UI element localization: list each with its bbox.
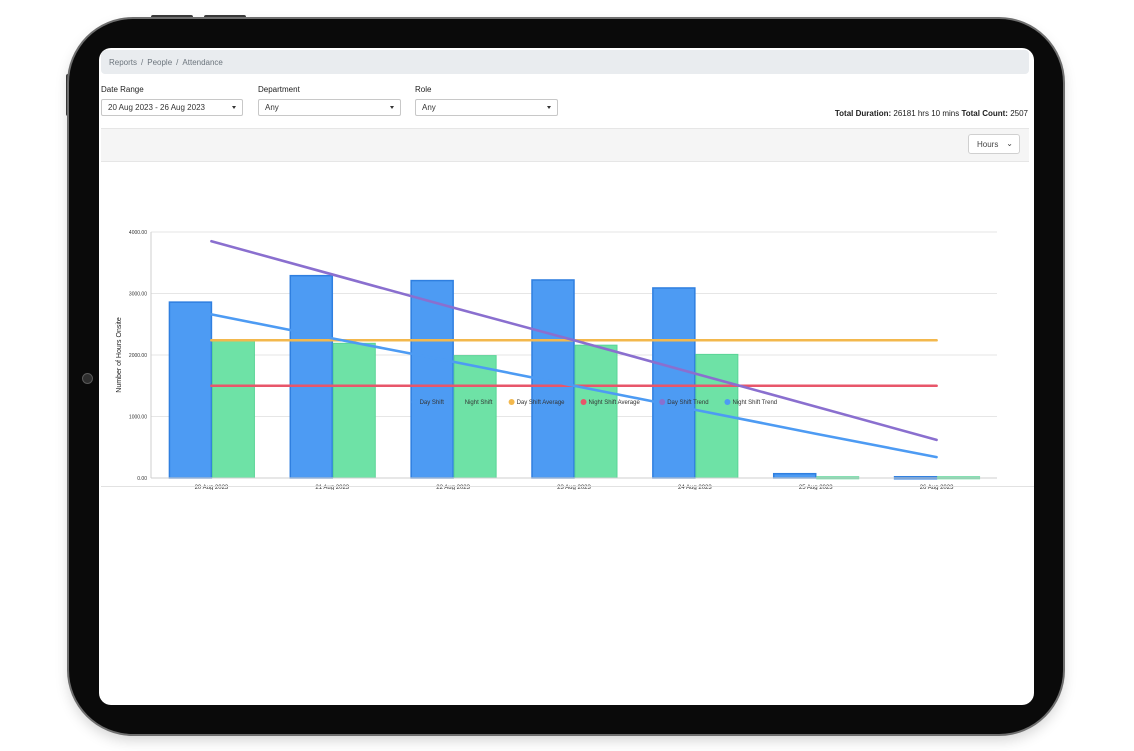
y-tick-label: 2000.00: [129, 353, 147, 359]
caret-down-icon: [232, 106, 236, 109]
breadcrumb-attendance: Attendance: [182, 57, 223, 67]
bar-day-shift: [168, 301, 213, 479]
legend-label: Day Shift Trend: [667, 400, 708, 406]
total-count-label: Total Count:: [961, 109, 1008, 118]
total-duration-label: Total Duration:: [834, 109, 892, 118]
role-label: Role: [415, 85, 432, 94]
breadcrumb-separator: /: [141, 57, 144, 67]
department-label: Department: [258, 85, 300, 94]
y-tick-label: 4000.00: [129, 230, 147, 236]
breadcrumb-separator: /: [176, 57, 179, 67]
caret-down-icon: [547, 106, 551, 109]
legend-label: Night Shift: [465, 400, 493, 406]
legend-marker: [659, 399, 666, 405]
chart-toolbar: Hours ⌄: [101, 128, 1029, 162]
units-select[interactable]: Hours ⌄: [968, 134, 1020, 154]
line-night-shift-trend: [210, 313, 938, 459]
y-tick-label: 3000.00: [129, 292, 147, 298]
chevron-down-icon: ⌄: [1006, 139, 1013, 148]
x-tick-label: 25 Aug 2023: [799, 485, 833, 490]
date-range-select[interactable]: 20 Aug 2023 - 26 Aug 2023: [101, 99, 243, 116]
x-tick-label: 22 Aug 2023: [436, 485, 470, 490]
units-value: Hours: [977, 139, 999, 149]
legend-marker: [580, 399, 587, 405]
legend-label: Day Shift Average: [517, 400, 566, 406]
x-tick-label: 23 Aug 2023: [557, 485, 591, 490]
legend-marker: [411, 399, 418, 405]
breadcrumb: Reports / People / Attendance: [101, 50, 1029, 74]
date-range-value: 20 Aug 2023 - 26 Aug 2023: [108, 103, 205, 112]
bar-night-shift: [453, 355, 497, 479]
bar-day-shift: [289, 274, 334, 479]
x-tick-label: 26 Aug 2023: [920, 485, 954, 490]
legend-marker: [724, 399, 731, 405]
bar-day-shift: [410, 279, 454, 479]
bar-night-shift: [211, 340, 255, 479]
x-tick-label: 24 Aug 2023: [678, 485, 712, 490]
role-value: Any: [422, 103, 436, 112]
bar-day-shift: [772, 472, 817, 479]
screen: Reports / People / Attendance Date Range…: [99, 48, 1034, 705]
legend-label: Night Shift Average: [589, 400, 641, 406]
attendance-chart: 0.00 1000.00 2000.00 3000.00 4000.00 Number o…: [116, 230, 997, 490]
bar-night-shift: [332, 342, 376, 479]
legend-label: Night Shift Trend: [732, 400, 777, 406]
totals-summary: Total Duration: 26181 hrs 10 mins Total …: [835, 109, 1028, 118]
bar-day-shift: [652, 287, 696, 479]
y-tick-label: 0.00: [137, 476, 147, 482]
bar-night-shift: [574, 344, 618, 479]
line-day-shift-trend: [210, 239, 938, 442]
department-value: Any: [265, 103, 279, 112]
department-select[interactable]: Any: [258, 99, 401, 116]
total-count-value: 2507: [1010, 109, 1028, 118]
y-tick-label: 1000.00: [129, 415, 147, 421]
breadcrumb-reports[interactable]: Reports: [109, 57, 138, 67]
legend-marker: [508, 399, 515, 405]
x-tick-label: 21 Aug 2023: [315, 485, 349, 490]
date-range-label: Date Range: [101, 85, 144, 94]
breadcrumb-people[interactable]: People: [147, 57, 173, 67]
role-select[interactable]: Any: [415, 99, 558, 116]
x-tick-label: 20 Aug 2023: [195, 485, 229, 490]
legend-label: Day Shift: [420, 400, 445, 406]
device-side-button: [66, 74, 70, 116]
divider: [101, 486, 1034, 487]
device-top-button-left: [151, 15, 193, 20]
y-axis-label: Number of Hours Onsite: [116, 317, 123, 393]
device-top-button-right: [204, 15, 246, 20]
total-duration-value: 26181 hrs 10 mins: [893, 109, 960, 118]
legend-marker: [456, 399, 463, 405]
camera-icon: [82, 373, 93, 384]
caret-down-icon: [390, 106, 394, 109]
